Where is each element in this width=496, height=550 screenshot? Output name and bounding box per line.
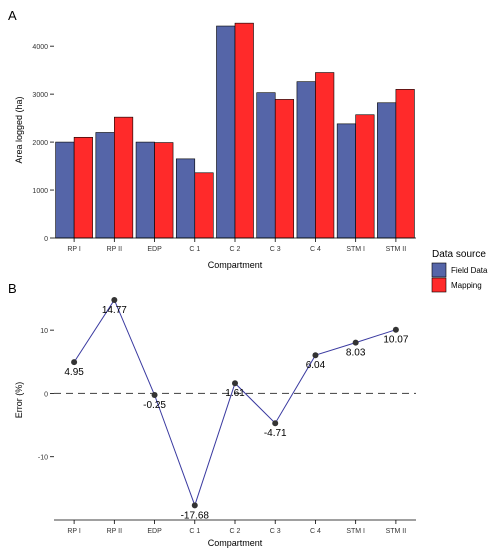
- panel-b-series: 4.95 14.77 -0.25 -17.68 1.61 -4.71 6.04 8.03 10.…: [64, 296, 409, 521]
- bar-field-data-c-4: [296, 81, 316, 239]
- legend-label-mapping: Mapping: [451, 281, 482, 290]
- error-value-label-stm-i: 8.03: [346, 348, 366, 359]
- bar-mapping-rp-i: [73, 136, 93, 239]
- panel-a-label: A: [8, 8, 17, 23]
- legend-title: Data source: [432, 249, 486, 260]
- error-point-c-2: [232, 380, 238, 387]
- bar-mapping-c-2: [234, 22, 254, 239]
- error-point-rp-ii: [111, 296, 118, 303]
- error-value-label-c-1: -17.68: [181, 510, 210, 521]
- panel-a-bar-chart: A 0 1000 2000 3000 4000 RP I RP II EDP C 1 C 2 C …: [8, 8, 416, 270]
- bar-field-data-c-1: [175, 158, 196, 239]
- error-point-stm-ii: [392, 326, 399, 333]
- bar-field-data-rp-i: [55, 141, 75, 239]
- panel-b-x-tick-label-rp-ii: RP II: [107, 528, 122, 535]
- panel-a-y-tick-label: 3000: [32, 92, 48, 99]
- panel-a-x-tick-label-stm-ii: STM II: [386, 246, 407, 253]
- panel-b-y-axis-title: Error (%): [14, 382, 24, 419]
- panel-b-y-tick-label: 0: [44, 391, 48, 398]
- bar-field-data-c-3: [256, 92, 276, 239]
- error-value-label-c-2: 1.61: [225, 388, 245, 399]
- panel-a-y-axis-title: Area logged (ha): [14, 96, 24, 163]
- error-point-rp-i: [71, 359, 78, 366]
- bar-mapping-c-1: [194, 172, 214, 239]
- error-value-label-c-4: 6.04: [306, 360, 326, 371]
- bar-mapping-stm-i: [355, 114, 375, 239]
- error-series-line: [73, 298, 397, 507]
- panel-b-y-axis: -10 0 10: [38, 328, 54, 462]
- panel-a-y-tick-label: 4000: [32, 44, 48, 51]
- panel-a-x-tick-label-stm-i: STM I: [346, 246, 365, 253]
- panel-a-y-tick-label: 0: [44, 236, 48, 243]
- bar-field-data-stm-ii: [377, 102, 397, 239]
- panel-b-x-axis: RP I RP II EDP C 1 C 2 C 3 C 4 STM I STM II: [67, 520, 406, 535]
- panel-a-x-tick-label-c-1: C 1: [189, 246, 200, 253]
- error-value-label-stm-ii: 10.07: [383, 335, 408, 346]
- bar-mapping-edp: [154, 142, 174, 239]
- panel-a-x-tick-label-c-4: C 4: [310, 246, 321, 253]
- panel-b-x-axis-title: Compartment: [208, 538, 263, 548]
- panel-a-x-tick-label-edp: EDP: [147, 246, 162, 253]
- panel-b-x-tick-label-c-3: C 3: [270, 528, 281, 535]
- panel-b-x-tick-label-rp-i: RP I: [67, 528, 81, 535]
- panel-b-x-tick-label-c-2: C 2: [230, 528, 241, 535]
- bar-mapping-c-3: [274, 99, 295, 239]
- panel-b-x-tick-label-edp: EDP: [147, 528, 162, 535]
- error-value-label-rp-ii: 14.77: [102, 305, 127, 316]
- panel-a-y-tick-label: 2000: [32, 140, 48, 147]
- panel-b-y-tick-label: 10: [40, 328, 48, 335]
- error-point-edp: [151, 392, 158, 399]
- panel-b-x-tick-label-stm-ii: STM II: [386, 528, 407, 535]
- bar-field-data-stm-i: [336, 123, 356, 239]
- panel-a-x-axis-title: Compartment: [208, 260, 263, 270]
- legend-swatch-field-data: [431, 262, 447, 278]
- legend-swatch-mapping: [431, 277, 447, 293]
- error-point-c-4: [312, 352, 319, 359]
- bar-mapping-c-4: [315, 72, 335, 239]
- legend-label-field-data: Field Data: [451, 266, 488, 275]
- panel-b-x-tick-label-stm-i: STM I: [346, 528, 365, 535]
- panel-a-x-tick-label-c-2: C 2: [230, 246, 241, 253]
- error-value-label-edp: -0.25: [143, 400, 166, 411]
- error-point-c-1: [191, 502, 198, 509]
- panel-a-x-tick-label-rp-i: RP I: [67, 246, 81, 253]
- bar-mapping-stm-ii: [395, 89, 415, 239]
- error-point-stm-i: [352, 339, 359, 346]
- panel-b-label: B: [8, 281, 17, 296]
- panel-b-line-chart: B -10 0 10 4.95 14.77 -0.25 -17.68 1.61 -4.71 6.…: [8, 281, 416, 548]
- panel-a-x-tick-label-c-3: C 3: [270, 246, 281, 253]
- error-point-c-3: [272, 420, 279, 427]
- bar-field-data-rp-ii: [95, 132, 115, 239]
- panel-b-x-tick-label-c-1: C 1: [189, 528, 200, 535]
- panel-a-x-tick-label-rp-ii: RP II: [107, 246, 122, 253]
- panel-a-y-axis: 0 1000 2000 3000 4000: [32, 44, 54, 243]
- panel-b-x-tick-label-c-4: C 4: [310, 528, 321, 535]
- panel-a-bars: [55, 22, 415, 239]
- error-value-label-rp-i: 4.95: [64, 367, 84, 378]
- panel-a-x-axis: RP I RP II EDP C 1 C 2 C 3 C 4 STM I STM II: [67, 238, 406, 253]
- legend: Data source Field Data Mapping: [431, 249, 488, 293]
- panel-a-y-tick-label: 1000: [32, 188, 48, 195]
- panel-b-y-tick-label: -10: [38, 455, 48, 462]
- bar-mapping-rp-ii: [114, 116, 134, 239]
- bar-field-data-c-2: [216, 25, 236, 239]
- error-value-label-c-3: -4.71: [264, 428, 287, 439]
- bar-field-data-edp: [135, 141, 155, 239]
